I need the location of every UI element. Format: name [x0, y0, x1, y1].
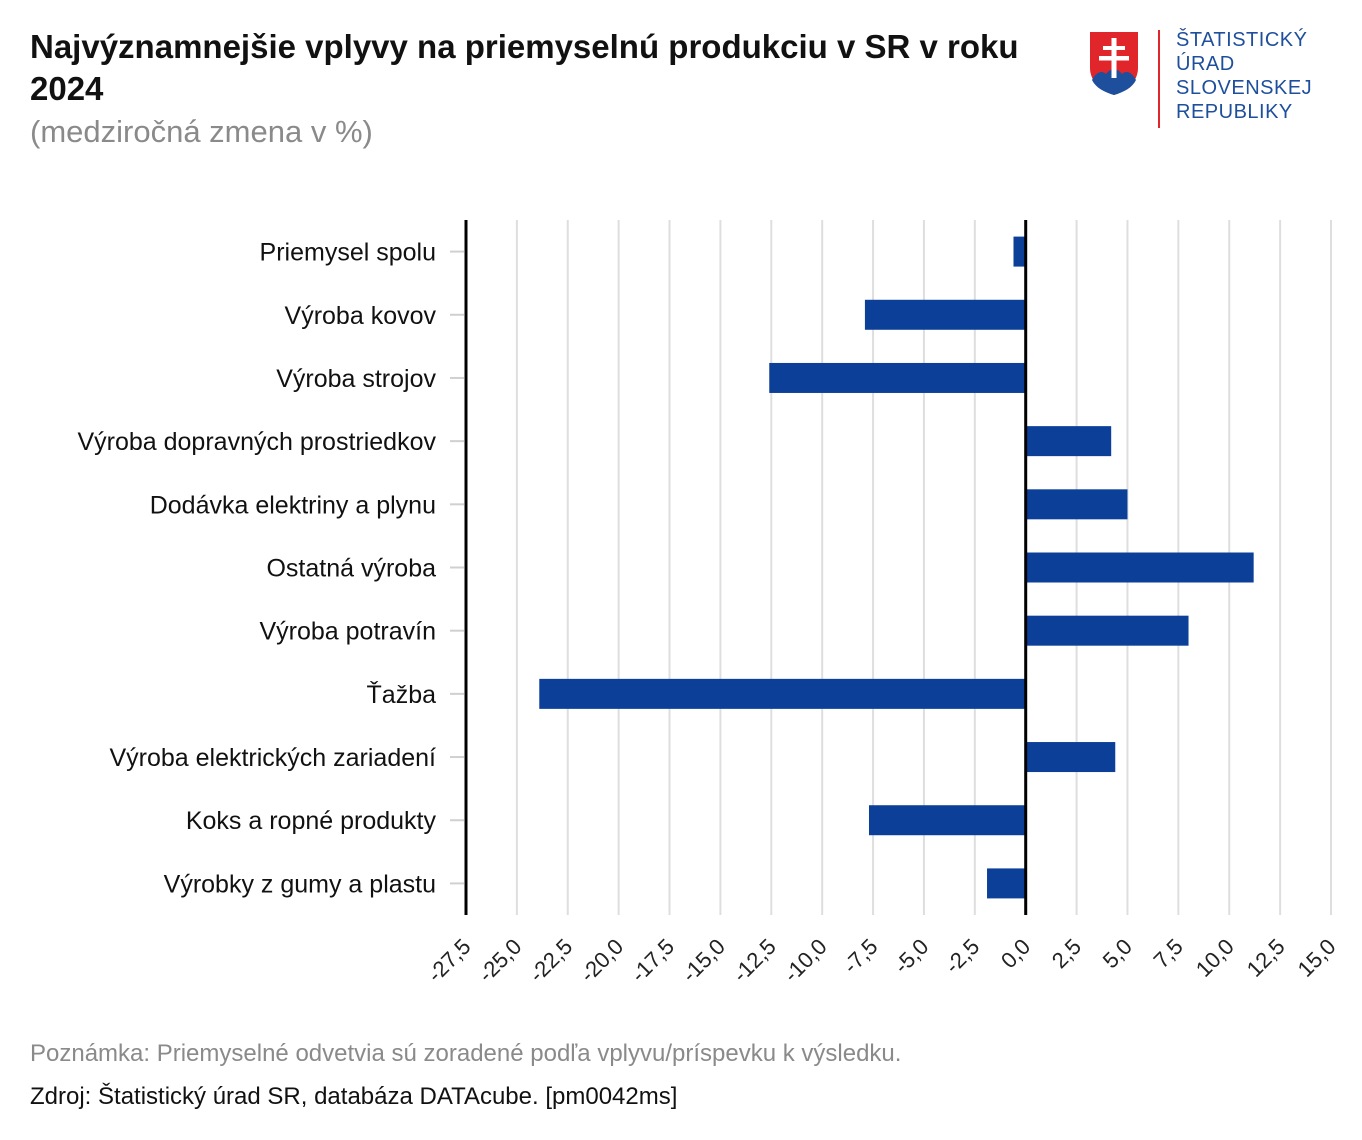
chart-note: Poznámka: Priemyselné odvetvia sú zorade… — [30, 1040, 902, 1067]
logo-line-3: SLOVENSKEJ — [1176, 77, 1313, 99]
bar — [1025, 742, 1116, 773]
logo-line-2: ÚRAD — [1176, 53, 1235, 75]
bar — [769, 362, 1026, 393]
category-label: Výroba elektrických zariadení — [109, 744, 436, 772]
logo-line-4: REPUBLIKY — [1176, 101, 1293, 123]
x-tick-label: 5,0 — [1098, 934, 1137, 973]
coat-of-arms-icon — [1087, 29, 1141, 99]
chart-title: Najvýznamnejšie vplyvy na priemyselnú pr… — [30, 28, 1019, 107]
statistics-office-logo: ŠTATISTICKÝ ÚRAD SLOVENSKEJ REPUBLIKY — [1086, 28, 1346, 138]
x-tick-label: -20,0 — [575, 934, 628, 987]
x-tick-label: 2,5 — [1047, 934, 1086, 973]
x-tick-label: 7,5 — [1149, 934, 1188, 973]
bar — [1025, 552, 1254, 583]
category-label: Výroba kovov — [285, 302, 437, 330]
category-label: Výroba potravín — [260, 618, 437, 646]
bar-chart: -27,5-25,0-22,5-20,0-17,5-15,0-12,5-10,0… — [77, 220, 1341, 987]
category-label: Koks a ropné produkty — [186, 807, 437, 835]
bar — [868, 805, 1026, 836]
chart-subtitle: (medziročná zmena v %) — [30, 114, 373, 149]
category-label: Výrobky z gumy a plastu — [164, 870, 436, 898]
bar — [539, 678, 1026, 709]
x-tick-label: -7,5 — [838, 934, 882, 978]
category-label: Výroba dopravných prostriedkov — [77, 428, 436, 456]
x-tick-label: 12,5 — [1242, 934, 1290, 982]
category-label: Ťažba — [367, 680, 437, 709]
category-label: Ostatná výroba — [266, 555, 436, 583]
x-tick-label: -25,0 — [473, 934, 526, 987]
bar — [1025, 489, 1128, 520]
x-tick-label: -5,0 — [889, 934, 933, 978]
logo-wordmark: ŠTATISTICKÝ ÚRAD SLOVENSKEJ REPUBLIKY — [1176, 28, 1312, 124]
x-tick-label: 0,0 — [996, 934, 1035, 973]
x-tick-label: -12,5 — [728, 934, 781, 987]
x-tick-label: -2,5 — [940, 934, 984, 978]
x-tick-label: 10,0 — [1191, 934, 1239, 982]
chart-source: Zdroj: Štatistický úrad SR, databáza DAT… — [30, 1083, 678, 1110]
category-label: Priemysel spolu — [260, 239, 436, 267]
category-label: Dodávka elektriny a plynu — [150, 491, 436, 519]
x-tick-label: -17,5 — [626, 934, 679, 987]
x-tick-label: -15,0 — [677, 934, 730, 987]
bar — [1025, 615, 1189, 646]
x-tick-label: 15,0 — [1293, 934, 1341, 982]
bar — [1025, 426, 1112, 457]
x-tick-label: -10,0 — [779, 934, 832, 987]
bar — [864, 299, 1026, 330]
logo-divider — [1158, 30, 1160, 128]
x-tick-label: -27,5 — [422, 934, 475, 987]
bar — [1013, 236, 1026, 267]
x-tick-label: -22,5 — [524, 934, 577, 987]
bar — [987, 868, 1026, 899]
category-label: Výroba strojov — [276, 365, 436, 393]
logo-line-1: ŠTATISTICKÝ — [1176, 29, 1308, 51]
